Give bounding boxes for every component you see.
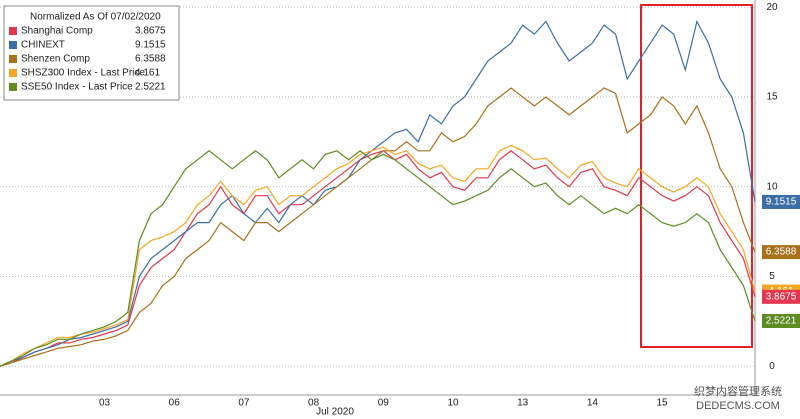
y-tick-label: 0 — [769, 361, 775, 372]
legend-label: Shenzen Comp — [21, 54, 90, 65]
x-tick-label: 14 — [587, 398, 599, 409]
value-label: 6.3588 — [766, 247, 797, 258]
series-line — [0, 144, 756, 367]
x-tick-label: 15 — [657, 398, 669, 409]
x-axis-label: Jul 2020 — [316, 407, 354, 418]
y-tick-label: 10 — [766, 181, 778, 192]
value-label: 3.8675 — [766, 291, 797, 302]
legend-value: 6.3588 — [135, 54, 166, 65]
x-tick-label: 09 — [378, 398, 390, 409]
y-tick-label: 5 — [769, 271, 775, 282]
legend-value: 3.8675 — [135, 26, 166, 37]
legend-value: 9.1515 — [135, 40, 166, 51]
legend-label: Shanghai Comp — [21, 26, 93, 37]
legend-label: SSE50 Index - Last Price — [21, 82, 133, 93]
legend-swatch — [9, 69, 17, 77]
series-line — [0, 150, 756, 367]
x-tick-label: 13 — [517, 398, 529, 409]
value-box — [762, 194, 800, 209]
legend-swatch — [9, 55, 17, 63]
series-line — [0, 19, 756, 367]
x-tick-label: 03 — [99, 398, 111, 409]
legend-value: 2.5221 — [135, 82, 166, 93]
legend-swatch — [9, 27, 17, 35]
value-label: 9.1515 — [766, 197, 797, 208]
watermark: DEDECMS.COM — [696, 400, 780, 412]
watermark: 织梦内容管理系统 — [694, 384, 782, 398]
value-box — [762, 313, 800, 328]
legend-label: CHINEXT — [21, 40, 65, 51]
legend-swatch — [9, 83, 17, 91]
x-tick-label: 10 — [447, 398, 459, 409]
x-tick-label: 06 — [169, 398, 181, 409]
x-tick-label: 07 — [238, 398, 250, 409]
legend-title: Normalized As Of 07/02/2020 — [30, 12, 161, 23]
legend: Normalized As Of 07/02/2020 Shanghai Com… — [3, 5, 180, 101]
highlight-box — [640, 4, 753, 348]
legend-value: 4.161 — [135, 68, 160, 79]
y-tick-label: 15 — [766, 92, 778, 103]
series-line — [0, 87, 756, 367]
legend-box — [3, 5, 180, 101]
legend-swatch — [9, 41, 17, 49]
value-box — [762, 289, 800, 304]
series-line — [0, 150, 756, 367]
value-label: 2.5221 — [766, 316, 797, 327]
legend-label: SHSZ300 Index - Last Price — [21, 68, 145, 79]
value-box — [762, 245, 800, 260]
y-tick-label: 20 — [766, 2, 778, 13]
x-tick-label: 08 — [308, 398, 320, 409]
